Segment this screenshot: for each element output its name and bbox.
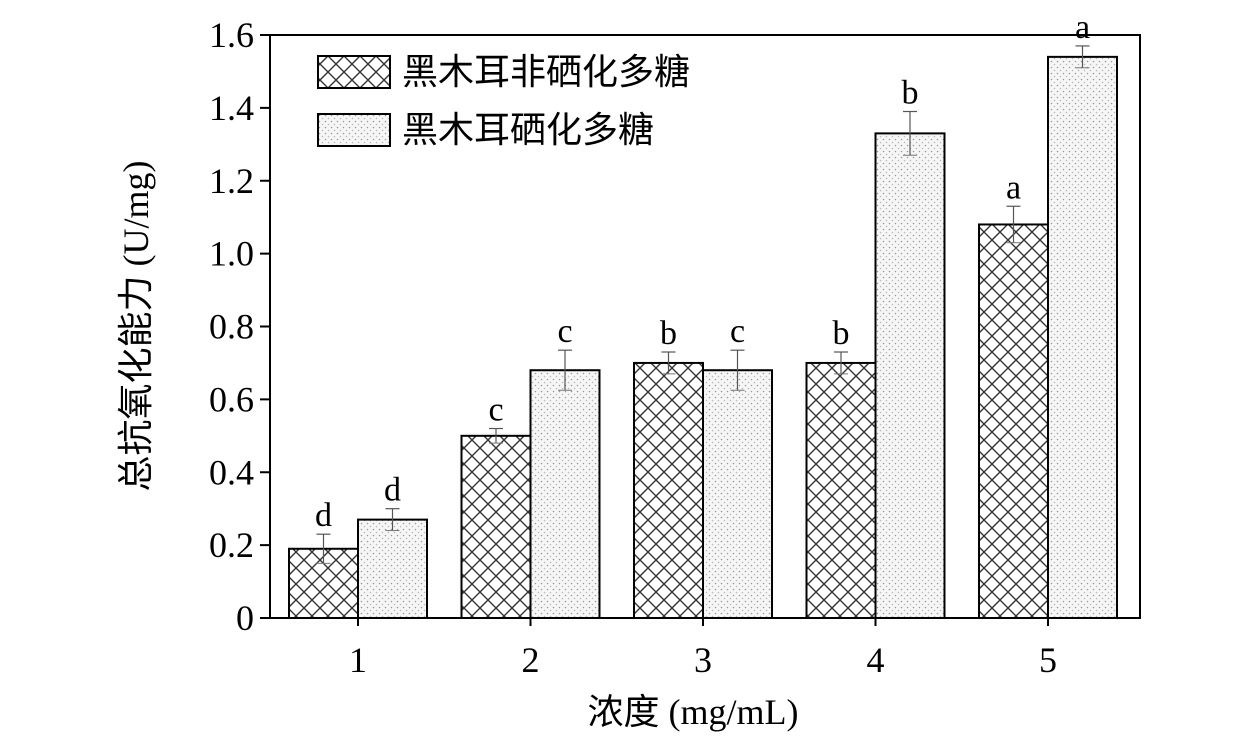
bar (529, 369, 601, 619)
significance-letter: a (1075, 9, 1090, 46)
x-tick-label: 4 (867, 640, 885, 680)
y-tick-label: 1.4 (209, 88, 254, 128)
error-bars (316, 45, 1090, 564)
significance-letter: b (833, 315, 850, 352)
legend-swatch-non-selenized (317, 55, 391, 89)
legend: 黑木耳非硒化多糖 黑木耳硒化多糖 (317, 52, 690, 150)
significance-letter: a (1006, 169, 1021, 206)
y-tick-label: 0.4 (209, 452, 254, 492)
bar (805, 361, 877, 619)
y-tick-label: 0.8 (209, 307, 254, 347)
x-tick-label: 3 (694, 640, 712, 680)
bar (633, 361, 704, 619)
significance-letter: d (315, 497, 332, 534)
x-tick-label: 5 (1039, 640, 1057, 680)
bar (357, 518, 428, 620)
y-tick-label: 1.0 (209, 234, 254, 274)
y-tick-label: 1.6 (209, 15, 254, 55)
significance-letter: c (730, 313, 745, 350)
significance-letter: b (902, 75, 919, 112)
bar (874, 132, 946, 619)
bar (978, 223, 1049, 619)
legend-label-non-selenized: 黑木耳非硒化多糖 (402, 52, 690, 92)
y-tick-label: 0.2 (209, 525, 254, 565)
y-axis-title: 总抗氧化能力 (U/mg) (116, 161, 156, 492)
x-tick-label: 1 (349, 640, 367, 680)
significance-letter: c (488, 392, 503, 429)
bar (1047, 55, 1118, 620)
significance-letter: c (557, 313, 572, 350)
y-tick-label: 1.2 (209, 161, 254, 201)
y-tick-label: 0 (236, 598, 254, 638)
x-axis-title: 浓度 (mg/mL) (588, 692, 799, 732)
y-tick-label: 0.6 (209, 379, 254, 419)
x-axis-ticks: 1 2 3 4 5 (349, 618, 1057, 680)
bar (460, 434, 532, 619)
y-axis-ticks: 0 0.2 0.4 0.6 0.8 1.0 1.2 1.4 1.6 (209, 15, 270, 638)
x-tick-label: 2 (522, 640, 540, 680)
significance-letter: b (660, 315, 677, 352)
legend-label-selenized: 黑木耳硒化多糖 (402, 110, 654, 150)
significance-letters: d c b b a d c c b a (315, 9, 1090, 534)
bars (288, 55, 1118, 620)
legend-swatch-selenized (317, 113, 391, 147)
significance-letter: d (384, 472, 401, 509)
bar (702, 369, 773, 619)
plot-frame (269, 34, 1141, 619)
